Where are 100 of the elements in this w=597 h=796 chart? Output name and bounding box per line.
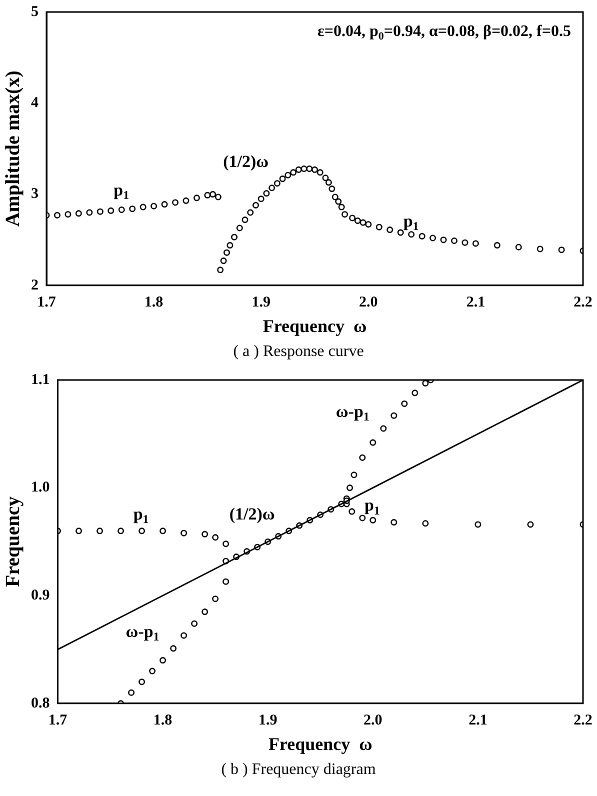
x-tick-label: 1.7 <box>37 294 56 310</box>
point <box>306 166 313 172</box>
point <box>202 608 208 616</box>
point <box>182 197 190 204</box>
point <box>325 179 332 186</box>
point <box>217 266 224 274</box>
point <box>180 530 188 536</box>
point <box>268 184 276 192</box>
point <box>390 519 398 526</box>
x-tick-label: 2.1 <box>466 294 486 310</box>
point <box>118 206 125 214</box>
point <box>430 234 436 242</box>
point <box>418 232 426 240</box>
y-tick-label: 2 <box>31 277 38 294</box>
x-axis-title: Frequency ω <box>268 734 372 754</box>
point <box>54 212 60 218</box>
point <box>350 472 358 478</box>
point <box>386 226 394 234</box>
point <box>222 578 230 585</box>
point <box>397 229 404 236</box>
point <box>401 400 408 407</box>
point <box>346 484 354 492</box>
y-tick-label: 3 <box>31 186 38 202</box>
point <box>129 206 136 212</box>
y-tick-label: 0.9 <box>31 587 50 604</box>
point <box>160 528 166 534</box>
point <box>274 180 280 187</box>
point <box>290 169 297 176</box>
point <box>252 202 259 208</box>
point <box>412 390 418 396</box>
point <box>140 204 146 210</box>
point <box>322 174 329 182</box>
point <box>170 645 177 652</box>
point <box>312 166 318 173</box>
point <box>150 202 158 210</box>
x-tick-label: 2.2 <box>574 294 592 310</box>
point <box>191 620 198 627</box>
point <box>359 514 366 522</box>
series-label: (1/2)ω <box>229 504 275 524</box>
point <box>338 204 345 210</box>
point <box>472 240 479 247</box>
point <box>96 528 104 534</box>
point <box>242 216 248 224</box>
point <box>295 166 302 173</box>
point <box>224 249 230 256</box>
point <box>236 224 243 232</box>
point <box>222 540 230 548</box>
y-tick-label: 1.1 <box>31 372 50 388</box>
text: ( b ) Frequency diagram <box>220 760 377 780</box>
point <box>161 201 168 208</box>
x-tick-label: 2.0 <box>364 712 382 728</box>
point <box>172 199 179 206</box>
point <box>515 244 522 250</box>
x-tick-label: 1.8 <box>144 294 164 310</box>
x-tick-label: 2.2 <box>574 712 592 728</box>
x-axis-title: Frequency ω <box>262 316 367 336</box>
point <box>76 528 82 534</box>
point <box>128 689 135 696</box>
point <box>348 508 356 515</box>
point <box>370 439 376 446</box>
point <box>422 380 429 386</box>
point <box>263 190 270 197</box>
point <box>494 242 500 249</box>
point <box>558 246 565 254</box>
point <box>96 208 104 215</box>
point <box>258 196 264 202</box>
point <box>390 412 398 419</box>
point <box>231 234 238 240</box>
point <box>75 210 82 217</box>
point <box>342 211 348 218</box>
point <box>365 221 372 228</box>
point <box>247 209 254 216</box>
point <box>360 219 366 226</box>
point <box>422 520 429 527</box>
y-tick-label: 5 <box>31 4 38 20</box>
point <box>349 214 356 222</box>
point <box>212 534 219 541</box>
point <box>86 209 93 216</box>
series-label: (1/2)ω <box>223 152 269 172</box>
point <box>118 528 124 534</box>
point <box>212 596 219 602</box>
point <box>354 217 361 224</box>
point <box>202 530 208 538</box>
point <box>180 632 188 639</box>
point <box>359 454 366 461</box>
point <box>204 192 211 198</box>
x-tick-label: 1.9 <box>252 294 270 310</box>
x-tick-label: 2.1 <box>468 712 488 728</box>
point <box>440 236 447 244</box>
point <box>64 211 72 218</box>
point <box>108 207 114 214</box>
point <box>138 678 146 686</box>
point <box>220 258 227 264</box>
point <box>370 516 376 524</box>
y-tick-label: 4 <box>31 95 39 112</box>
point <box>214 194 222 200</box>
point <box>279 176 286 182</box>
point <box>536 246 544 252</box>
point <box>408 231 415 238</box>
point <box>284 172 292 178</box>
